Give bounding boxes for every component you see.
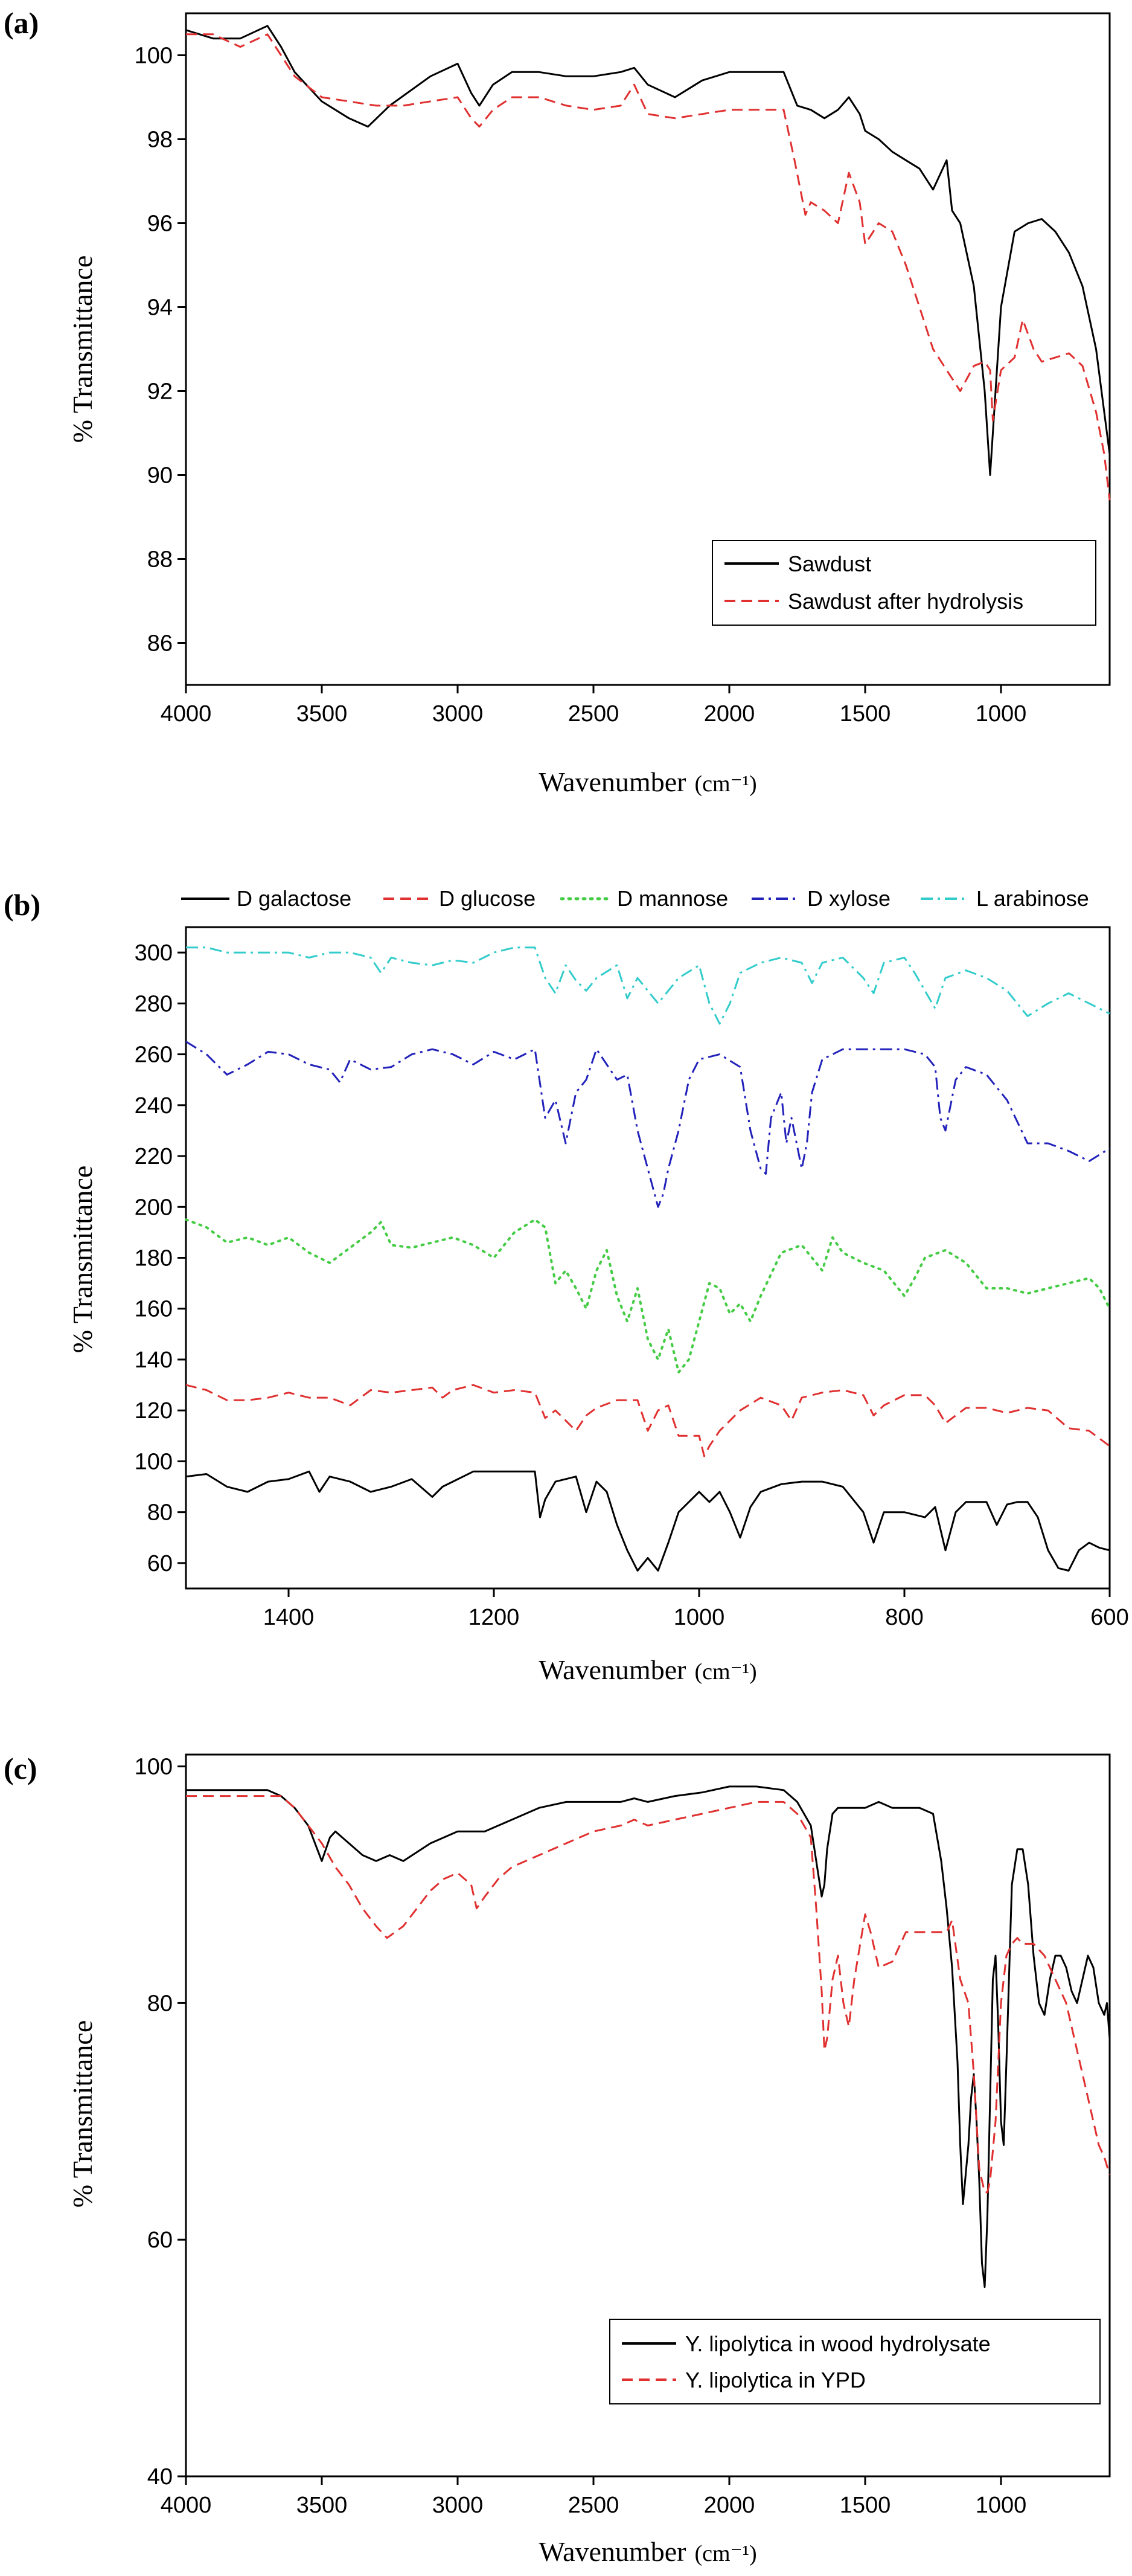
panel-c-y-tick-label: 100 (135, 1755, 173, 1780)
legend-label-y-lipolytica-ypd: Y. lipolytica in YPD (685, 2368, 866, 2392)
panel-b-x-tick-label: 1400 (263, 1605, 315, 1630)
panel-a-x-tick-label: 1000 (976, 701, 1027, 727)
panel-c-series-y-lipolytica-in-ypd (186, 1795, 1111, 2194)
panel-b-y-tick-label: 60 (147, 1551, 173, 1576)
panel-a-y-tick-label: 98 (147, 127, 173, 153)
panel-c-x-tick-label: 2500 (568, 2493, 619, 2518)
panel-a-x-tick-label: 2000 (704, 701, 755, 727)
panel-b-y-tick-label: 80 (147, 1500, 173, 1526)
panel-b-x-axis-title: Wavenumber (cm⁻¹) (539, 1654, 756, 1685)
panel-a-series-sawdust-after-hydrolysis (186, 33, 1111, 501)
panel-b-x-tick-label: 1000 (674, 1605, 725, 1630)
panel-b-y-tick-label: 140 (135, 1347, 173, 1373)
panel-c-x-tick-label: 3500 (296, 2493, 348, 2518)
panel-c-y-tick-label: 40 (147, 2464, 173, 2490)
legend-label-sawdust: Sawdust (788, 551, 871, 576)
panel-a-y-tick-label: 92 (147, 379, 173, 405)
panel-c-legend: Y. lipolytica in wood hydrolysate Y. lip… (609, 2319, 1101, 2404)
panel-a-x-tick-label: 3500 (296, 701, 348, 727)
panel-a-plot-frame (185, 12, 1111, 686)
panel-b-series-l-arabinose (186, 946, 1110, 1025)
panel-b-y-tick-label: 300 (135, 940, 173, 966)
panel-a-x-tick-label: 1500 (840, 701, 891, 727)
panel-b-y-tick-label: 120 (135, 1398, 173, 1424)
panel-a-y-tick-label: 88 (147, 547, 173, 573)
legend-label-l-arabinose: L arabinose (976, 886, 1089, 911)
panel-b-series-d-glucose (185, 1384, 1110, 1457)
panel-b: (b) D galactose D glucose D mannose D xy… (4, 886, 1129, 1685)
panel-b-series-d-xylose (185, 1041, 1110, 1208)
panel-c-series-y-lipolytica-in-wood-hydrolysate (186, 1785, 1111, 2289)
panel-b-y-tick-label: 100 (135, 1449, 173, 1474)
panel-c-x-tick-label: 2000 (704, 2493, 755, 2518)
panel-b-y-tick-label: 200 (135, 1195, 173, 1220)
panel-b-x-tick-label: 600 (1090, 1605, 1128, 1630)
panel-c-x-tick-label: 4000 (161, 2493, 212, 2518)
panel-b-legend: D galactose D glucose D mannose D xylose… (181, 886, 1089, 911)
panel-b-y-tick-label: 180 (135, 1246, 173, 1271)
panel-c-label: (c) (4, 1752, 37, 1785)
panel-b-y-tick-label: 220 (135, 1144, 173, 1169)
panel-a-x-tick-label: 2500 (568, 701, 619, 727)
panel-b-y-tick-label: 160 (135, 1297, 173, 1322)
panel-a-y-tick-label: 94 (147, 295, 173, 321)
panel-c-x-tick-label: 1500 (840, 2493, 891, 2518)
panel-a-y-tick-label: 90 (147, 463, 173, 489)
legend-label-d-glucose: D glucose (439, 886, 536, 911)
panel-a-y-tick-label: 96 (147, 211, 173, 237)
panel-a: (a) 4000 3500 3000 2500 2000 1500 1000 86 88 90 92… (4, 6, 1111, 797)
panel-c-y-tick-label: 60 (147, 2228, 173, 2253)
panel-c-x-tick-label: 1000 (976, 2493, 1027, 2518)
panel-c-x-axis-title: Wavenumber (cm⁻¹) (539, 2536, 756, 2567)
panel-a-y-tick-label: 100 (135, 43, 173, 69)
panel-a-x-tick-label: 4000 (161, 701, 212, 727)
panel-c: (c) 4000 3500 3000 2500 2000 1500 1000 40 60 80 10… (4, 1752, 1111, 2567)
panel-a-legend-box (712, 540, 1096, 626)
legend-label-y-lipolytica-wood-hydrolysate: Y. lipolytica in wood hydrolysate (685, 2331, 991, 2356)
panel-a-x-axis-title: Wavenumber (cm⁻¹) (539, 766, 756, 797)
panel-c-y-tick-label: 80 (147, 1991, 173, 2016)
panel-b-plot-frame (185, 926, 1111, 1590)
panel-a-y-tick-label: 86 (147, 631, 173, 657)
panel-b-x-tick-label: 1200 (468, 1605, 520, 1630)
panel-b-label: (b) (4, 888, 40, 922)
panel-b-y-axis-title: % Transmittance (67, 1166, 98, 1353)
panel-a-x-tick-label: 3000 (432, 701, 484, 727)
legend-label-d-xylose: D xylose (807, 886, 891, 911)
panel-b-y-tick-label: 260 (135, 1042, 173, 1068)
panel-a-y-axis-title: % Transmittance (67, 255, 98, 443)
panel-c-x-tick-label: 3000 (432, 2493, 484, 2518)
legend-label-sawdust-after-hydrolysis: Sawdust after hydrolysis (788, 589, 1023, 614)
panel-a-legend: Sawdust Sawdust after hydrolysis (712, 540, 1096, 626)
panel-b-series-d-mannose (185, 1218, 1111, 1373)
legend-label-d-galactose: D galactose (237, 886, 351, 911)
panel-c-y-axis-title: % Transmittance (67, 2020, 98, 2208)
panel-b-x-tick-label: 800 (885, 1605, 923, 1630)
panel-c-legend-box (609, 2319, 1101, 2404)
panel-b-series-d-galactose (185, 1470, 1110, 1572)
panel-b-y-tick-label: 240 (135, 1093, 173, 1119)
legend-label-d-mannose: D mannose (617, 886, 728, 911)
panel-a-label: (a) (4, 6, 39, 40)
panel-c-plot-frame (185, 1753, 1111, 2478)
panel-b-y-tick-label: 280 (135, 991, 173, 1017)
panel-a-series-sawdust (185, 25, 1111, 476)
